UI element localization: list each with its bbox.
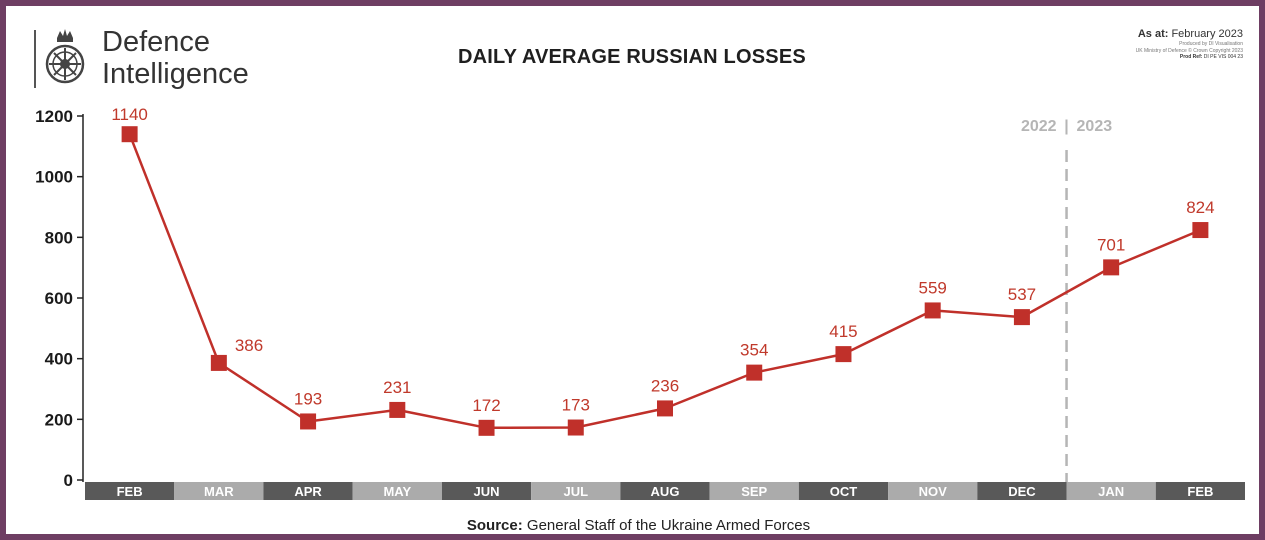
produced-by: Produced by DI Visualisation	[1179, 41, 1243, 47]
x-tick-label: APR	[294, 484, 322, 499]
data-label: 559	[919, 278, 947, 297]
logo-divider	[34, 30, 36, 88]
data-point-marker	[210, 354, 227, 371]
data-point-marker	[835, 346, 852, 363]
data-label: 701	[1097, 235, 1125, 254]
copyright-notice: UK Ministry of Defence © Crown Copyright…	[1135, 47, 1243, 54]
data-label: 231	[383, 378, 411, 397]
x-category-band	[888, 482, 978, 500]
data-point-marker	[1103, 259, 1120, 276]
x-tick-label: SEP	[741, 484, 767, 499]
x-tick-label: JAN	[1098, 484, 1124, 499]
data-point-marker	[657, 400, 673, 417]
x-category-band	[85, 482, 175, 500]
source-value: General Staff of the Ukraine Armed Force…	[526, 517, 811, 534]
y-tick-label: 400	[45, 350, 73, 369]
y-tick-label: 1000	[35, 168, 73, 187]
data-label: 173	[562, 396, 590, 415]
data-point-marker	[121, 126, 138, 143]
source-note: Source: General Staff of the Ukraine Arm…	[6, 517, 1265, 534]
prod-ref-line: Prod Ref: DI PE VIS 004 23	[1023, 54, 1243, 61]
x-tick-label: AUG	[651, 484, 680, 499]
data-point-marker	[1013, 309, 1030, 326]
x-tick-label: DEC	[1008, 484, 1036, 499]
year-label-2023: 2023	[1077, 118, 1113, 135]
x-category-band	[174, 482, 264, 500]
data-label: 193	[294, 389, 322, 408]
y-tick-label: 1200	[35, 107, 73, 126]
y-tick-label: 800	[45, 228, 73, 247]
data-label: 537	[1008, 285, 1036, 304]
x-category-band	[263, 482, 353, 500]
x-category-band	[620, 482, 710, 500]
y-tick-label: 200	[45, 410, 73, 429]
data-label: 172	[472, 396, 500, 415]
x-tick-label: JUN	[474, 484, 500, 499]
data-label: 1140	[111, 105, 148, 124]
x-category-band	[441, 482, 532, 500]
data-point-marker	[478, 419, 495, 436]
data-point-marker	[567, 419, 584, 436]
x-tick-label: MAY	[383, 484, 411, 499]
y-tick-label: 600	[45, 289, 73, 308]
as-at-value: February 2023	[1171, 28, 1243, 40]
x-category-band	[352, 482, 442, 500]
data-label: 354	[740, 341, 768, 360]
data-point-marker	[746, 364, 763, 381]
x-category-band	[1066, 482, 1156, 500]
x-tick-label: NOV	[919, 484, 948, 499]
prod-ref-value: DI PE VIS 004 23	[1203, 54, 1243, 60]
x-category-band	[709, 482, 799, 500]
y-tick-label: 0	[64, 471, 73, 490]
x-tick-label: FEB	[117, 484, 143, 499]
defence-intelligence-crest-icon	[45, 29, 85, 84]
data-label: 824	[1186, 198, 1214, 217]
as-at-label: As at:	[1137, 28, 1169, 40]
as-at-line: As at: February 2023	[1023, 28, 1243, 41]
logo-text-line2: Intelligence	[102, 58, 249, 90]
x-tick-label: OCT	[830, 484, 858, 499]
header-meta: As at: February 2023 Produced by DI Visu…	[1023, 28, 1243, 61]
defence-intelligence-logo: Defence Intelligence	[28, 24, 278, 96]
x-tick-label: JUL	[563, 484, 588, 499]
x-tick-label: MAR	[204, 484, 234, 499]
data-point-marker	[1192, 222, 1209, 239]
data-point-marker	[300, 413, 317, 430]
x-category-band	[531, 482, 621, 500]
x-tick-label: FEB	[1187, 484, 1213, 499]
year-separator: |	[1064, 118, 1068, 135]
x-category-band	[1155, 482, 1245, 500]
data-point-marker	[389, 401, 406, 418]
data-label: 386	[235, 336, 263, 355]
x-category-band	[977, 482, 1067, 500]
logo-text-line1: Defence	[102, 26, 211, 58]
prod-ref-label: Prod Ref:	[1179, 54, 1203, 60]
chart-title: DAILY AVERAGE RUSSIAN LOSSES	[458, 46, 806, 68]
source-label: Source:	[466, 517, 523, 534]
data-label: 236	[651, 376, 679, 395]
data-label: 415	[829, 322, 857, 341]
data-point-marker	[924, 302, 941, 319]
x-category-band	[798, 482, 889, 500]
year-label-2022: 2022	[1021, 118, 1057, 135]
